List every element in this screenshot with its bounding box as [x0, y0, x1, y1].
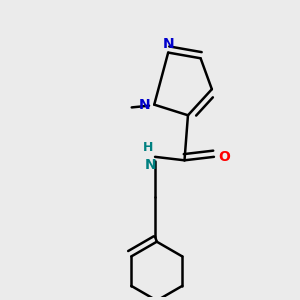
- Text: O: O: [218, 150, 230, 164]
- Text: N: N: [139, 98, 151, 112]
- Text: N: N: [162, 37, 174, 51]
- Text: N: N: [145, 158, 156, 172]
- Text: H: H: [143, 141, 153, 154]
